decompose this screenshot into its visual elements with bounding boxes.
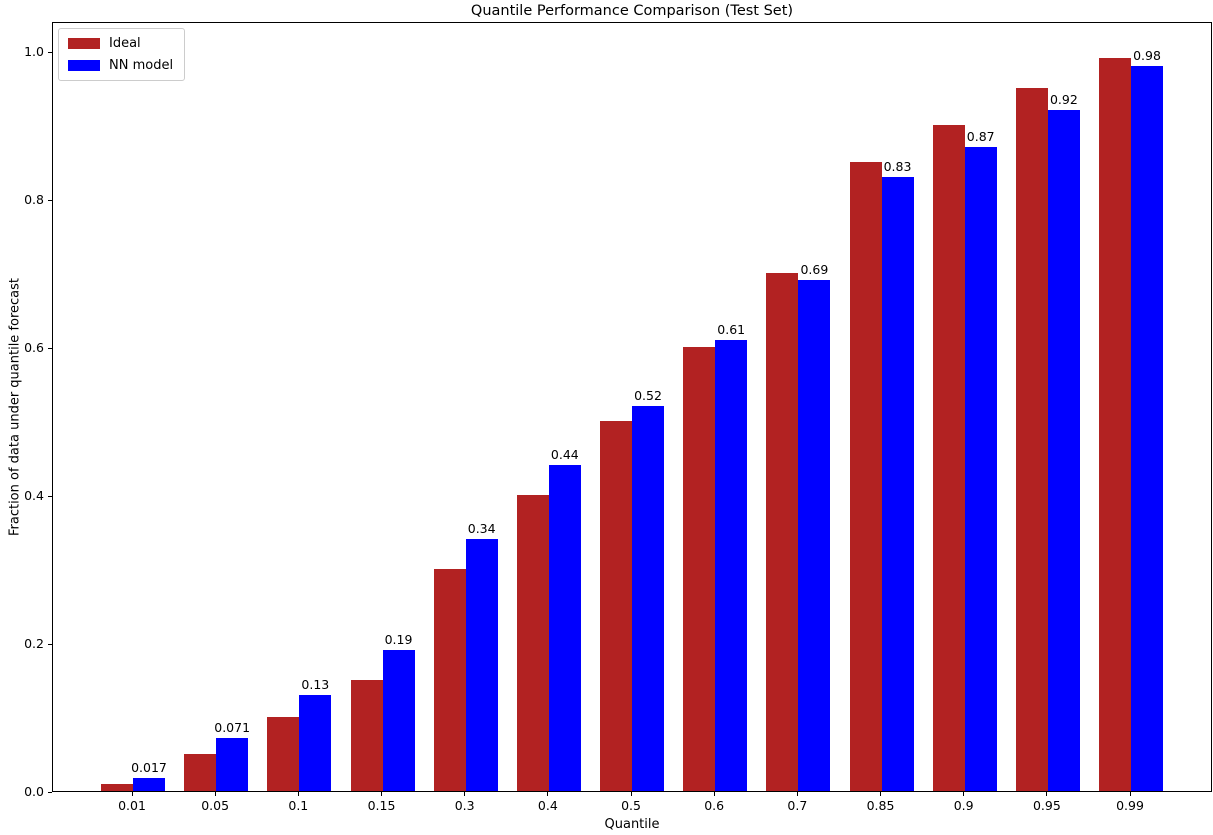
legend-swatch-ideal [68, 38, 100, 49]
bar-ideal-0.15 [350, 680, 383, 791]
legend-label-nn-model: NN model [109, 58, 174, 73]
x-axis-label: Quantile [604, 817, 660, 832]
bar-nn-model-0.4 [548, 465, 581, 791]
x-tick-mark [713, 792, 715, 796]
bar-value-label-0.15: 0.19 [384, 632, 413, 648]
y-tick-mark [48, 495, 52, 497]
bar-value-label-0.05: 0.071 [214, 720, 251, 736]
plot-area: 0.017 0.071 0.13 0.19 0.34 0.44 0.52 0.61 0.69 0.… [52, 22, 1212, 792]
bar-nn-model-0.1 [299, 694, 332, 791]
y-tick-label: 0.8 [24, 192, 44, 207]
x-tick-mark [796, 792, 798, 796]
x-tick-mark [547, 792, 549, 796]
legend: Ideal NN model [58, 28, 186, 81]
x-tick-mark [1046, 792, 1048, 796]
y-tick-label: 0.6 [24, 340, 44, 355]
bar-value-label-0.3: 0.34 [467, 521, 496, 537]
x-tick-label: 0.95 [1032, 798, 1061, 813]
x-tick-label: 0.4 [537, 798, 558, 813]
bar-nn-model-0.15 [382, 650, 415, 791]
bar-ideal-0.9 [932, 125, 965, 791]
x-tick-label: 0.1 [288, 798, 309, 813]
x-tick-mark [131, 792, 133, 796]
x-tick-label: 0.99 [1116, 798, 1144, 813]
x-tick-mark [630, 792, 632, 796]
bar-nn-model-0.9 [964, 147, 997, 791]
bar-nn-model-0.7 [798, 280, 831, 791]
bar-ideal-0.05 [184, 754, 217, 791]
x-tick-label: 0.85 [866, 798, 895, 813]
x-tick-mark [880, 792, 882, 796]
legend-item-ideal: Ideal [68, 36, 173, 51]
x-tick-label: 0.3 [454, 798, 475, 813]
bar-value-label-0.01: 0.017 [131, 760, 167, 776]
legend-swatch-nn-model [68, 60, 100, 71]
bar-value-label-0.9: 0.87 [966, 129, 995, 145]
bar-value-label-0.95: 0.92 [1049, 92, 1078, 108]
bar-nn-model-0.6 [715, 339, 748, 791]
bars-layer: 0.017 0.071 0.13 0.19 0.34 0.44 0.52 0.61 0.69 0.… [53, 23, 1211, 791]
y-tick-label: 0.2 [24, 636, 44, 651]
x-tick-label: 0.01 [118, 798, 146, 813]
bar-value-label-0.7: 0.69 [800, 262, 829, 278]
bar-ideal-0.85 [849, 162, 882, 791]
bar-ideal-0.99 [1099, 58, 1132, 791]
x-tick-mark [381, 792, 382, 796]
y-tick-label: 1.0 [24, 44, 44, 59]
x-tick-label: 0.05 [201, 798, 230, 813]
y-tick-mark [48, 791, 52, 793]
bar-ideal-0.01 [101, 783, 133, 791]
y-tick-mark [48, 643, 52, 645]
bar-value-label-0.85: 0.83 [883, 158, 912, 174]
bar-ideal-0.1 [267, 717, 300, 791]
bar-value-label-0.5: 0.52 [634, 388, 662, 404]
y-tick-mark [48, 51, 52, 53]
x-tick-mark [464, 792, 466, 796]
x-tick-label: 0.9 [953, 798, 974, 813]
x-tick-label: 0.15 [367, 798, 396, 813]
y-tick-label: 0.0 [24, 784, 44, 799]
bar-ideal-0.7 [766, 273, 799, 791]
bar-ideal-0.6 [683, 347, 716, 791]
bar-nn-model-0.5 [632, 406, 665, 791]
bar-ideal-0.5 [600, 421, 633, 791]
bar-value-label-0.4: 0.44 [550, 447, 579, 463]
x-tick-label: 0.6 [704, 798, 725, 813]
y-tick-label: 0.4 [24, 488, 44, 503]
bar-nn-model-0.05 [216, 738, 249, 791]
bar-ideal-0.4 [516, 495, 549, 791]
bar-ideal-0.95 [1015, 88, 1048, 791]
bar-nn-model-0.95 [1047, 110, 1080, 791]
bar-value-label-0.1: 0.13 [301, 676, 330, 692]
x-tick-label: 0.7 [787, 798, 808, 813]
chart-title: Quantile Performance Comparison (Test Se… [470, 3, 794, 19]
bar-nn-model-0.01 [133, 778, 165, 791]
bar-nn-model-0.3 [465, 539, 498, 791]
y-tick-mark [48, 199, 52, 201]
x-tick-mark [963, 792, 965, 796]
y-tick-mark [48, 347, 52, 349]
x-tick-mark [297, 792, 299, 796]
bar-value-label-0.99: 0.98 [1133, 47, 1161, 63]
x-tick-mark [1129, 792, 1131, 796]
bar-ideal-0.3 [433, 569, 466, 791]
bar-nn-model-0.85 [881, 176, 914, 791]
legend-label-ideal: Ideal [109, 36, 141, 51]
legend-item-nn-model: NN model [68, 58, 173, 73]
x-tick-mark [214, 792, 216, 796]
bar-nn-model-0.99 [1131, 65, 1164, 791]
bar-value-label-0.6: 0.61 [717, 321, 746, 337]
x-tick-label: 0.5 [621, 798, 641, 813]
